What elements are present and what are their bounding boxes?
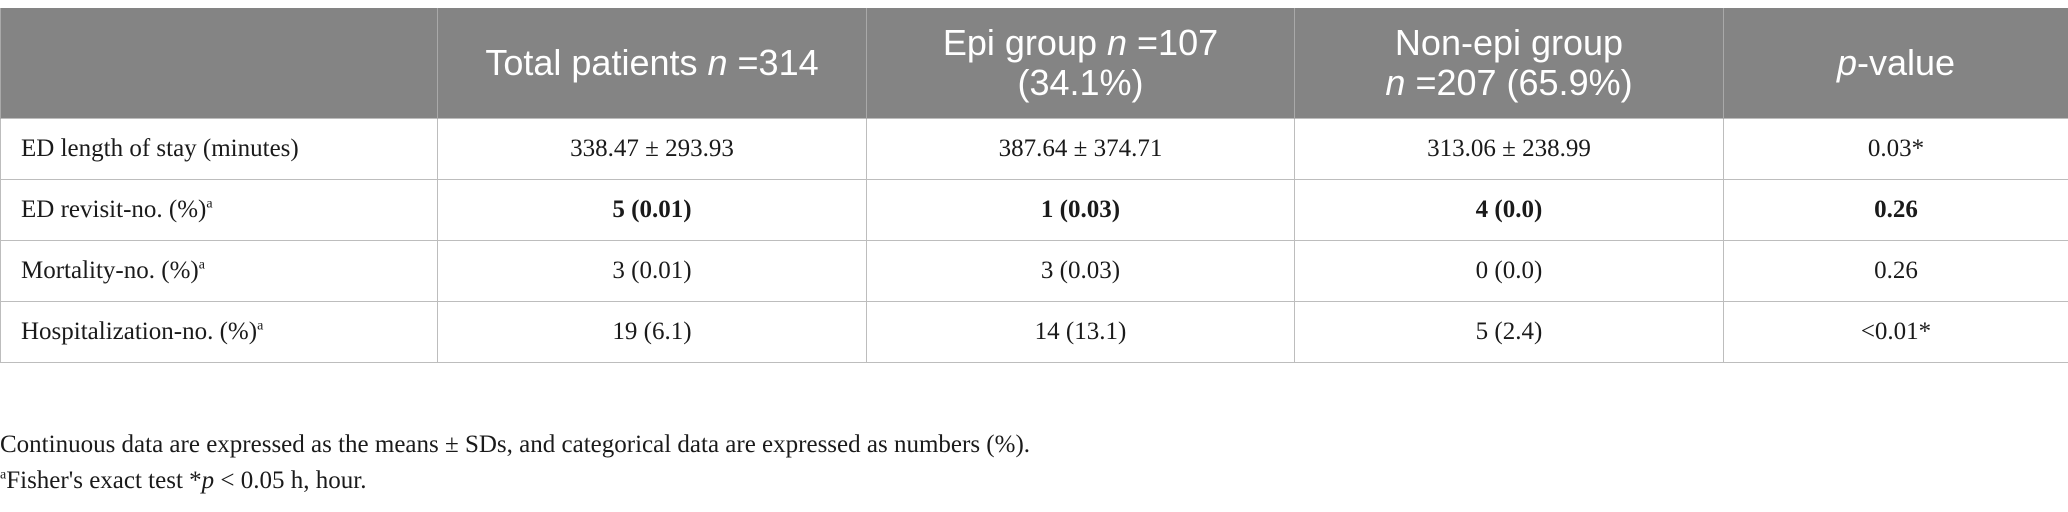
footnote-marker: a (206, 196, 213, 212)
footnote-marker: a (0, 467, 7, 483)
cell-p-value: 0.26 (1723, 178, 2068, 241)
cell-non-epi: 5 (2.4) (1294, 300, 1724, 363)
table-row: ED revisit-no. (%)a 5 (0.01) 1 (0.03) 4 … (0, 178, 2068, 241)
cell-p-value: 0.26 (1723, 239, 2068, 302)
cell-epi: 3 (0.03) (866, 239, 1295, 302)
footnote-line-1: Continuous data are expressed as the mea… (0, 431, 1031, 458)
table-footnotes: Continuous data are expressed as the mea… (0, 427, 1030, 499)
table-row: Mortality-no. (%)a 3 (0.01) 3 (0.03) 0 (… (0, 239, 2068, 302)
row-label: Mortality-no. (%)a (0, 239, 438, 302)
footnote-marker: a (257, 318, 264, 334)
row-label: ED revisit-no. (%)a (0, 178, 438, 241)
header-p-value: p-value (1723, 8, 2068, 118)
footnote-line-2: aFisher's exact test *p < 0.05 h, hour. (0, 467, 367, 494)
cell-p-value: 0.03* (1723, 117, 2068, 180)
row-label: ED length of stay (minutes) (0, 117, 438, 180)
cell-total: 19 (6.1) (437, 300, 867, 363)
header-epi-group: Epi group n =107 (34.1%) (866, 8, 1295, 118)
cell-total: 338.47 ± 293.93 (437, 117, 867, 180)
cell-epi: 1 (0.03) (866, 178, 1295, 241)
cell-epi: 387.64 ± 374.71 (866, 117, 1295, 180)
cell-total: 3 (0.01) (437, 239, 867, 302)
header-total-patients: Total patients n =314 (437, 8, 867, 118)
cell-non-epi: 4 (0.0) (1294, 178, 1724, 241)
table-header: Total patients n =314 Epi group n =107 (3… (0, 8, 2068, 118)
cell-non-epi: 0 (0.0) (1294, 239, 1724, 302)
cell-total: 5 (0.01) (437, 178, 867, 241)
table-row: ED length of stay (minutes) 338.47 ± 293… (0, 117, 2068, 180)
header-non-epi-group: Non-epi group n =207 (65.9%) (1294, 8, 1724, 118)
row-label: Hospitalization-no. (%)a (0, 300, 438, 363)
results-table: Total patients n =314 Epi group n =107 (3… (0, 8, 2068, 363)
header-row: Total patients n =314 Epi group n =107 (3… (0, 8, 2068, 118)
table-row: Hospitalization-no. (%)a 19 (6.1) 14 (13… (0, 300, 2068, 363)
cell-epi: 14 (13.1) (866, 300, 1295, 363)
table-body: ED length of stay (minutes) 338.47 ± 293… (0, 117, 2068, 363)
cell-p-value: <0.01* (1723, 300, 2068, 363)
cell-non-epi: 313.06 ± 238.99 (1294, 117, 1724, 180)
footnote-marker: a (198, 257, 205, 273)
header-empty-cell (0, 8, 438, 118)
